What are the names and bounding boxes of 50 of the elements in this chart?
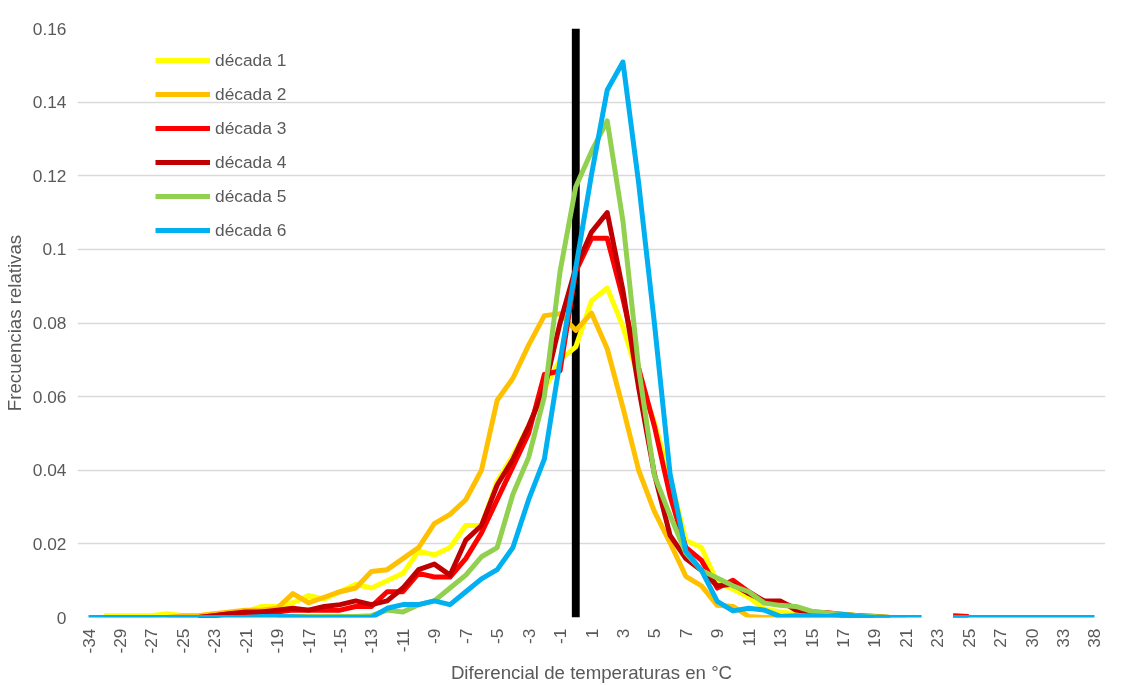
legend-label: década 6 bbox=[215, 218, 287, 242]
y-tick-label: 0.06 bbox=[32, 386, 67, 407]
x-tick-label: -5 bbox=[487, 628, 508, 644]
x-tick-label: 13 bbox=[770, 628, 791, 648]
x-tick-label: 38 bbox=[1084, 628, 1105, 648]
legend-label: década 1 bbox=[215, 48, 287, 72]
legend-label: década 5 bbox=[215, 184, 287, 208]
y-tick-label: 0.02 bbox=[32, 533, 67, 554]
x-tick-label: 19 bbox=[864, 628, 885, 648]
legend-label: década 3 bbox=[215, 116, 287, 140]
x-tick-label: -1 bbox=[550, 628, 571, 644]
x-tick-label: 17 bbox=[833, 628, 853, 648]
x-tick-label: 5 bbox=[644, 628, 665, 639]
x-tick-label: 3 bbox=[612, 628, 633, 639]
x-tick-label: -9 bbox=[424, 628, 445, 644]
y-tick-label: 0.04 bbox=[32, 460, 67, 481]
x-tick-label: 11 bbox=[738, 628, 759, 647]
x-tick-label: -25 bbox=[172, 628, 193, 654]
x-tick-label: -27 bbox=[141, 628, 162, 654]
x-tick-label: -7 bbox=[455, 628, 476, 644]
y-tick-label: 0.1 bbox=[42, 239, 67, 260]
x-tick-label: 7 bbox=[675, 628, 696, 639]
x-tick-label: -21 bbox=[235, 628, 256, 654]
x-tick-label: 25 bbox=[958, 628, 979, 648]
x-tick-label: -34 bbox=[78, 628, 99, 654]
x-tick-label: -23 bbox=[204, 628, 225, 654]
y-tick-label: 0 bbox=[56, 607, 67, 628]
y-tick-label: 0.08 bbox=[32, 313, 67, 333]
y-tick-label: 0.14 bbox=[32, 92, 67, 113]
y-tick-label: 0.12 bbox=[32, 165, 67, 186]
x-tick-label: -15 bbox=[330, 628, 350, 654]
x-tick-label: -11 bbox=[392, 628, 413, 653]
x-tick-label: 21 bbox=[895, 628, 916, 648]
y-axis-title: Frecuencias relativas bbox=[3, 234, 25, 412]
x-tick-label: -3 bbox=[518, 628, 539, 644]
x-tick-label: -17 bbox=[298, 628, 319, 654]
x-tick-label: -13 bbox=[361, 628, 382, 654]
x-tick-label: 15 bbox=[801, 628, 822, 648]
legend-label: década 4 bbox=[215, 150, 287, 174]
legend-label: década 2 bbox=[215, 82, 287, 106]
x-tick-label: 1 bbox=[581, 628, 602, 639]
x-axis-title: Diferencial de temperaturas en °C bbox=[450, 661, 733, 683]
x-tick-label: -19 bbox=[267, 628, 288, 654]
x-tick-label: 9 bbox=[707, 628, 728, 639]
x-tick-label: 30 bbox=[1021, 628, 1042, 648]
x-tick-label: 23 bbox=[927, 628, 948, 648]
x-tick-label: -29 bbox=[109, 628, 130, 654]
x-tick-label: 27 bbox=[990, 628, 1011, 648]
y-tick-label: 0.16 bbox=[32, 18, 67, 39]
x-tick-label: 33 bbox=[1053, 628, 1074, 648]
